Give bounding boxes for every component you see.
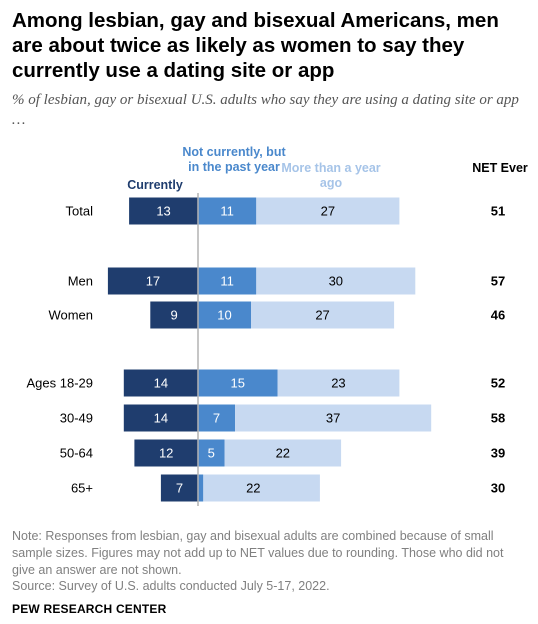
bar-more-than-year	[277, 369, 400, 397]
value-label-more-than-year: 37	[326, 411, 340, 426]
value-label-currently: 9	[171, 308, 178, 323]
chart-title: Among lesbian, gay and bisexual American…	[12, 9, 499, 82]
legend-currently: Currently	[127, 178, 183, 192]
value-label-currently: 17	[146, 274, 160, 289]
category-label: 65+	[71, 481, 93, 496]
brand-label: PEW RESEARCH CENTER	[12, 602, 167, 616]
net-value: 57	[491, 274, 505, 289]
chart-note: Note: Responses from lesbian, gay and bi…	[12, 529, 504, 577]
bar-more-than-year	[224, 439, 342, 467]
bar-not-currently	[198, 439, 225, 467]
net-ever-header: NET Ever	[472, 161, 528, 175]
value-label-not-currently: 10	[217, 308, 231, 323]
bar-more-than-year	[256, 267, 416, 295]
value-label-not-currently: 11	[220, 274, 234, 289]
bar-currently	[123, 369, 198, 397]
value-label-more-than-year: 22	[246, 481, 260, 496]
category-label: Men	[68, 274, 93, 289]
category-label: 50-64	[60, 446, 93, 461]
net-value: 39	[491, 446, 505, 461]
legend-not-currently: Not currently, but in the past year	[182, 145, 286, 174]
bar-not-currently	[198, 267, 257, 295]
bar-not-currently	[198, 474, 204, 502]
bar-currently	[123, 404, 198, 432]
bar-more-than-year	[235, 404, 432, 432]
bar-more-than-year	[256, 197, 400, 225]
value-label-currently: 7	[176, 481, 183, 496]
value-label-more-than-year: 23	[331, 376, 345, 391]
value-label-currently: 13	[156, 204, 170, 219]
value-label-more-than-year: 22	[276, 446, 290, 461]
legend-more-than-year: More than a year ago	[281, 161, 381, 190]
bar-not-currently	[198, 404, 236, 432]
value-label-not-currently: 11	[220, 204, 234, 219]
value-label-more-than-year: 30	[329, 274, 343, 289]
net-value: 51	[491, 204, 505, 219]
bar-currently	[134, 439, 198, 467]
value-label-currently: 14	[154, 376, 168, 391]
net-value: 52	[491, 376, 505, 391]
value-label-not-currently: 7	[213, 411, 220, 426]
value-label-currently: 12	[159, 446, 173, 461]
bar-more-than-year	[251, 301, 395, 329]
value-label-not-currently: 5	[208, 446, 215, 461]
bar-not-currently	[198, 197, 257, 225]
net-value: 30	[491, 481, 505, 496]
chart-subtitle: % of lesbian, gay or bisexual U.S. adult…	[12, 92, 519, 128]
value-label-currently: 14	[154, 411, 168, 426]
category-label: Total	[66, 204, 94, 219]
category-label: Ages 18-29	[27, 376, 94, 391]
value-label-more-than-year: 27	[321, 204, 335, 219]
bar-more-than-year	[203, 474, 320, 502]
bar-currently	[160, 474, 198, 502]
bar-currently	[129, 197, 198, 225]
net-value: 46	[491, 308, 505, 323]
chart-source: Source: Survey of U.S. adults conducted …	[12, 579, 330, 593]
bar-currently	[150, 301, 198, 329]
category-label: Women	[48, 308, 93, 323]
bar-not-currently	[198, 369, 278, 397]
bar-currently	[107, 267, 198, 295]
value-label-not-currently: 15	[231, 376, 245, 391]
category-label: 30-49	[60, 411, 93, 426]
bar-not-currently	[198, 301, 251, 329]
net-value: 58	[491, 411, 505, 426]
value-label-more-than-year: 27	[315, 308, 329, 323]
